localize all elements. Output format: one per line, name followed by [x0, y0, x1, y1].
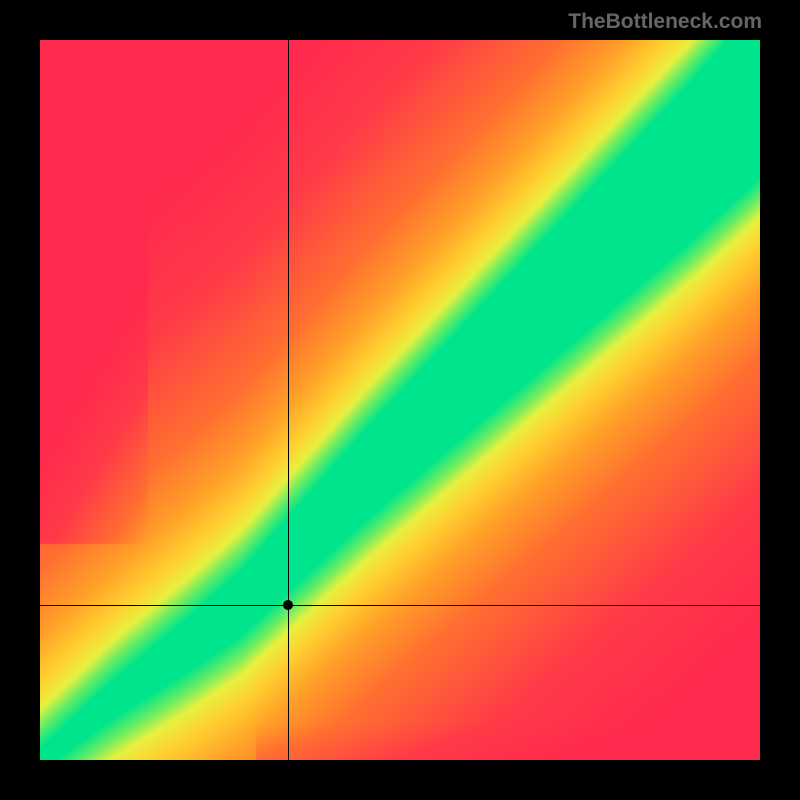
- bottleneck-heatmap-plot: [40, 40, 760, 760]
- watermark-text: TheBottleneck.com: [568, 10, 762, 34]
- data-point-marker: [283, 600, 293, 610]
- crosshair-vertical: [288, 40, 289, 760]
- heatmap-canvas: [40, 40, 760, 760]
- crosshair-horizontal: [40, 605, 760, 606]
